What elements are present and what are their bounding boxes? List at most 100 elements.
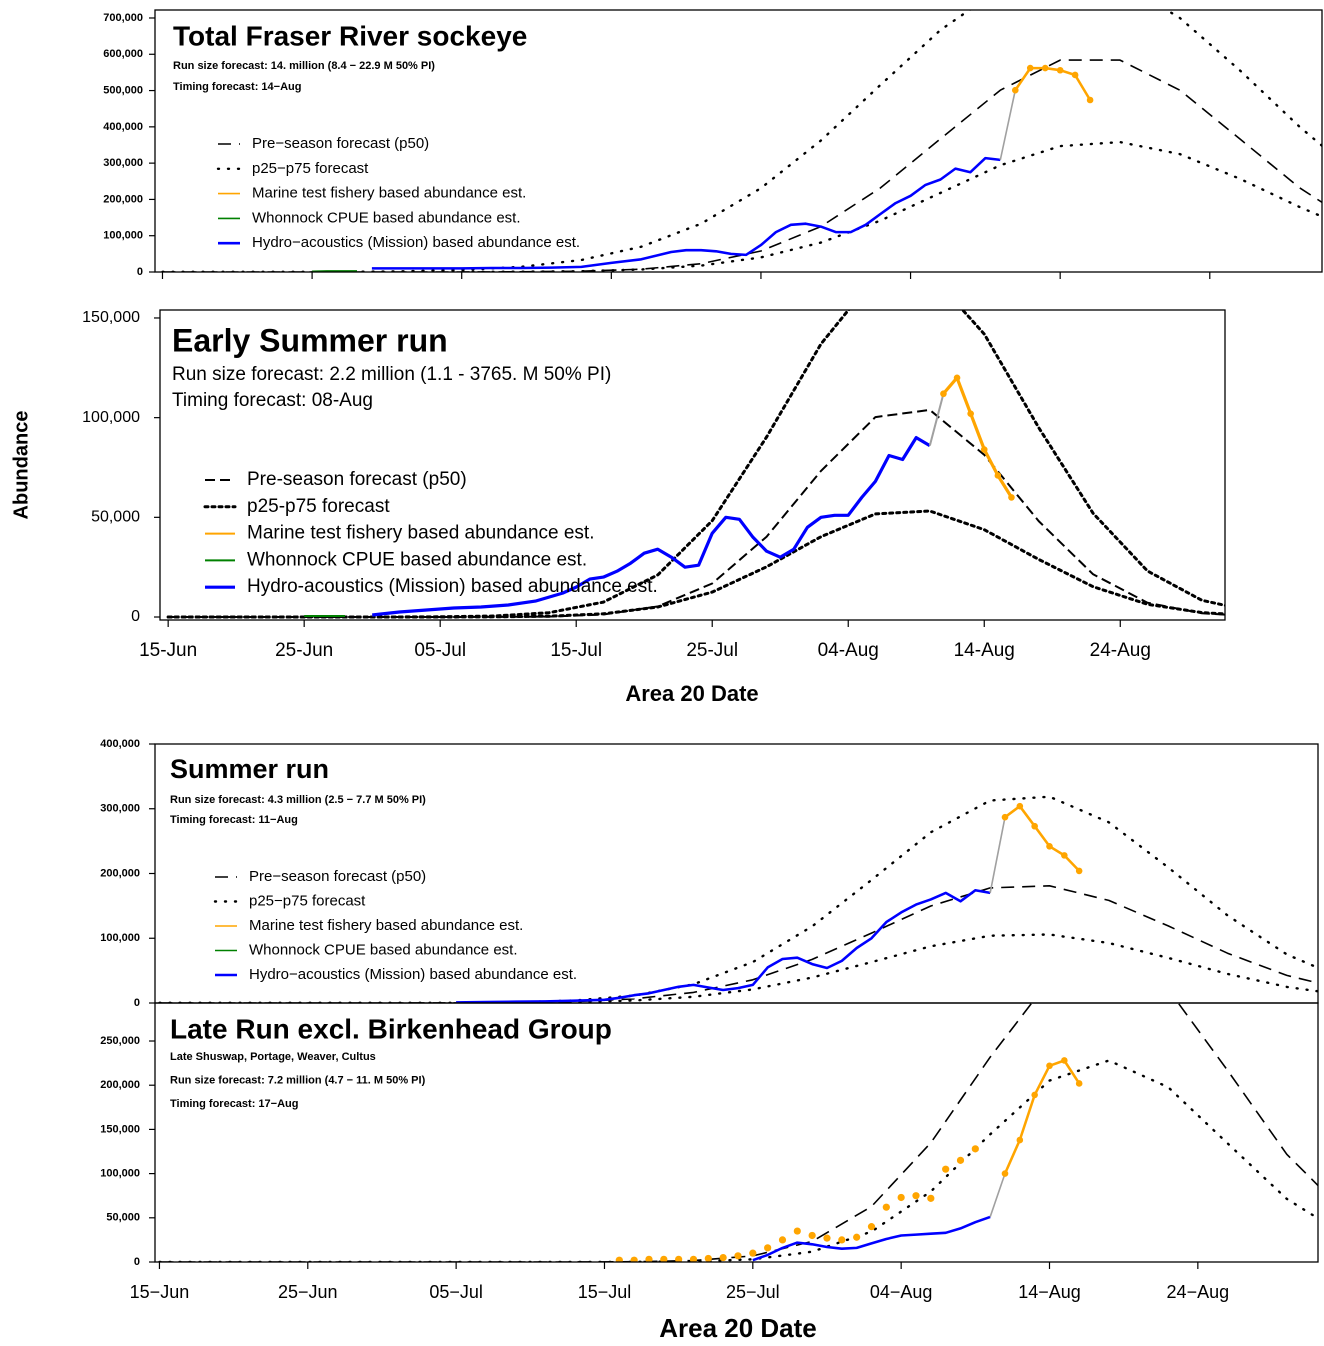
point	[971, 1145, 979, 1153]
plot-frame	[159, 309, 1226, 621]
point	[838, 1236, 846, 1244]
series-line	[161, 140, 1322, 272]
marker	[1061, 852, 1068, 859]
note: Timing forecast: 11−Aug	[170, 814, 298, 826]
legend-label: p25-p75 forecast	[247, 496, 390, 517]
y-tick-label: 100,000	[100, 932, 140, 944]
x-tick-label: 25-Jul	[686, 640, 738, 661]
x-tick-label: 15-Jun	[139, 640, 197, 661]
point	[808, 1231, 816, 1240]
marker	[940, 390, 947, 398]
y-tick-label: 100,000	[82, 409, 140, 426]
marker	[967, 410, 974, 417]
y-tick-label: 300,000	[100, 803, 140, 815]
point	[615, 1256, 623, 1262]
y-tick-label: 150,000	[100, 1123, 140, 1135]
x-tick-label: 15−Jul	[578, 1282, 632, 1302]
point	[882, 1203, 890, 1211]
series-line	[159, 1003, 1318, 1262]
note: Run size forecast: 7.2 million (4.7 − 11…	[170, 1074, 426, 1086]
y-tick-label: 200,000	[103, 193, 143, 205]
legend-label: Marine test fishery based abundance est.	[247, 523, 594, 544]
x-axis-label: Area 20 Date	[625, 681, 758, 706]
y-tick-label: 400,000	[103, 121, 143, 133]
point	[630, 1256, 638, 1262]
chart-title: Early Summer run	[172, 322, 448, 358]
series-line	[159, 885, 1318, 1003]
point	[853, 1233, 861, 1241]
y-tick-label: 400,000	[100, 738, 140, 750]
marker	[1011, 86, 1019, 94]
chart-title: Total Fraser River sockeye	[173, 20, 527, 51]
connector-line	[989, 817, 1006, 894]
note: Run size forecast: 14. million (8.4 − 22…	[173, 60, 435, 72]
x-tick-label: 24−Aug	[1167, 1282, 1230, 1302]
x-tick-label: 05−Jul	[429, 1282, 483, 1302]
y-tick-label: 300,000	[103, 157, 143, 169]
chart-title: Summer run	[170, 754, 329, 784]
series-line-upper	[158, 795, 1318, 1003]
series-line	[371, 156, 1001, 270]
connector-line	[989, 1173, 1006, 1218]
y-tick-label: 200,000	[100, 867, 140, 879]
marker	[1026, 64, 1034, 72]
legend-label: Whonnock CPUE based abundance est.	[252, 209, 521, 226]
marker	[1071, 71, 1079, 79]
x-tick-label: 14-Aug	[954, 640, 1015, 661]
point	[645, 1255, 653, 1262]
x-tick-label: 04-Aug	[818, 640, 879, 661]
marker	[1075, 867, 1083, 875]
y-tick-label: 0	[134, 997, 140, 1009]
x-tick-label: 25−Jun	[278, 1282, 338, 1302]
point	[660, 1255, 668, 1262]
marker	[1046, 1062, 1053, 1070]
point	[793, 1227, 801, 1235]
y-tick-label: 50,000	[91, 509, 140, 526]
y-tick-label: 250,000	[100, 1035, 140, 1047]
x-tick-label: 14−Aug	[1018, 1282, 1081, 1302]
y-tick-label: 100,000	[100, 1168, 140, 1180]
point	[867, 1223, 876, 1231]
chart-title: Late Run excl. Birkenhead Group	[170, 1013, 612, 1044]
y-tick-label: 100,000	[103, 230, 143, 242]
point	[719, 1253, 727, 1262]
legend-label: Marine test fishery based abundance est.	[249, 917, 523, 934]
point	[689, 1255, 698, 1262]
y-tick-label: 200,000	[100, 1079, 140, 1091]
marker	[1001, 813, 1009, 821]
plot-frame	[154, 1002, 1319, 1263]
marker	[1061, 1057, 1068, 1064]
legend-label: Whonnock CPUE based abundance est.	[247, 549, 587, 570]
y-tick-label: 0	[137, 266, 143, 278]
marker	[1086, 96, 1094, 104]
marker	[1046, 843, 1053, 850]
x-tick-label: 15−Jun	[130, 1282, 190, 1302]
plot-frame	[154, 9, 1323, 273]
legend-label: Hydro−acoustics (Mission) based abundanc…	[249, 966, 577, 983]
point	[942, 1165, 950, 1173]
marker	[1008, 494, 1015, 501]
note: Run size forecast: 2.2 million (1.1 - 37…	[172, 364, 611, 385]
x-tick-label: 25-Jun	[275, 640, 333, 661]
y-tick-label: 0	[131, 608, 140, 625]
series-line	[158, 1059, 1318, 1262]
legend-label: Marine test fishery based abundance est.	[252, 185, 526, 202]
x-tick-label: 04−Aug	[870, 1282, 933, 1302]
marker	[1056, 66, 1064, 74]
y-tick-label: 700,000	[103, 12, 143, 24]
note: Timing forecast: 08-Aug	[172, 390, 373, 411]
point	[927, 1194, 935, 1202]
marker	[953, 374, 961, 382]
marker	[1001, 1170, 1009, 1177]
legend-label: Hydro−acoustics (Mission) based abundanc…	[252, 234, 580, 251]
marker	[1031, 822, 1038, 830]
series-line	[1014, 66, 1092, 101]
point	[749, 1249, 757, 1257]
legend-label: Pre−season forecast (p50)	[249, 868, 426, 885]
series-line	[372, 436, 931, 617]
point	[956, 1156, 965, 1164]
plot-area	[166, 310, 1225, 619]
y-tick-label: 150,000	[82, 309, 140, 326]
point	[764, 1244, 772, 1252]
